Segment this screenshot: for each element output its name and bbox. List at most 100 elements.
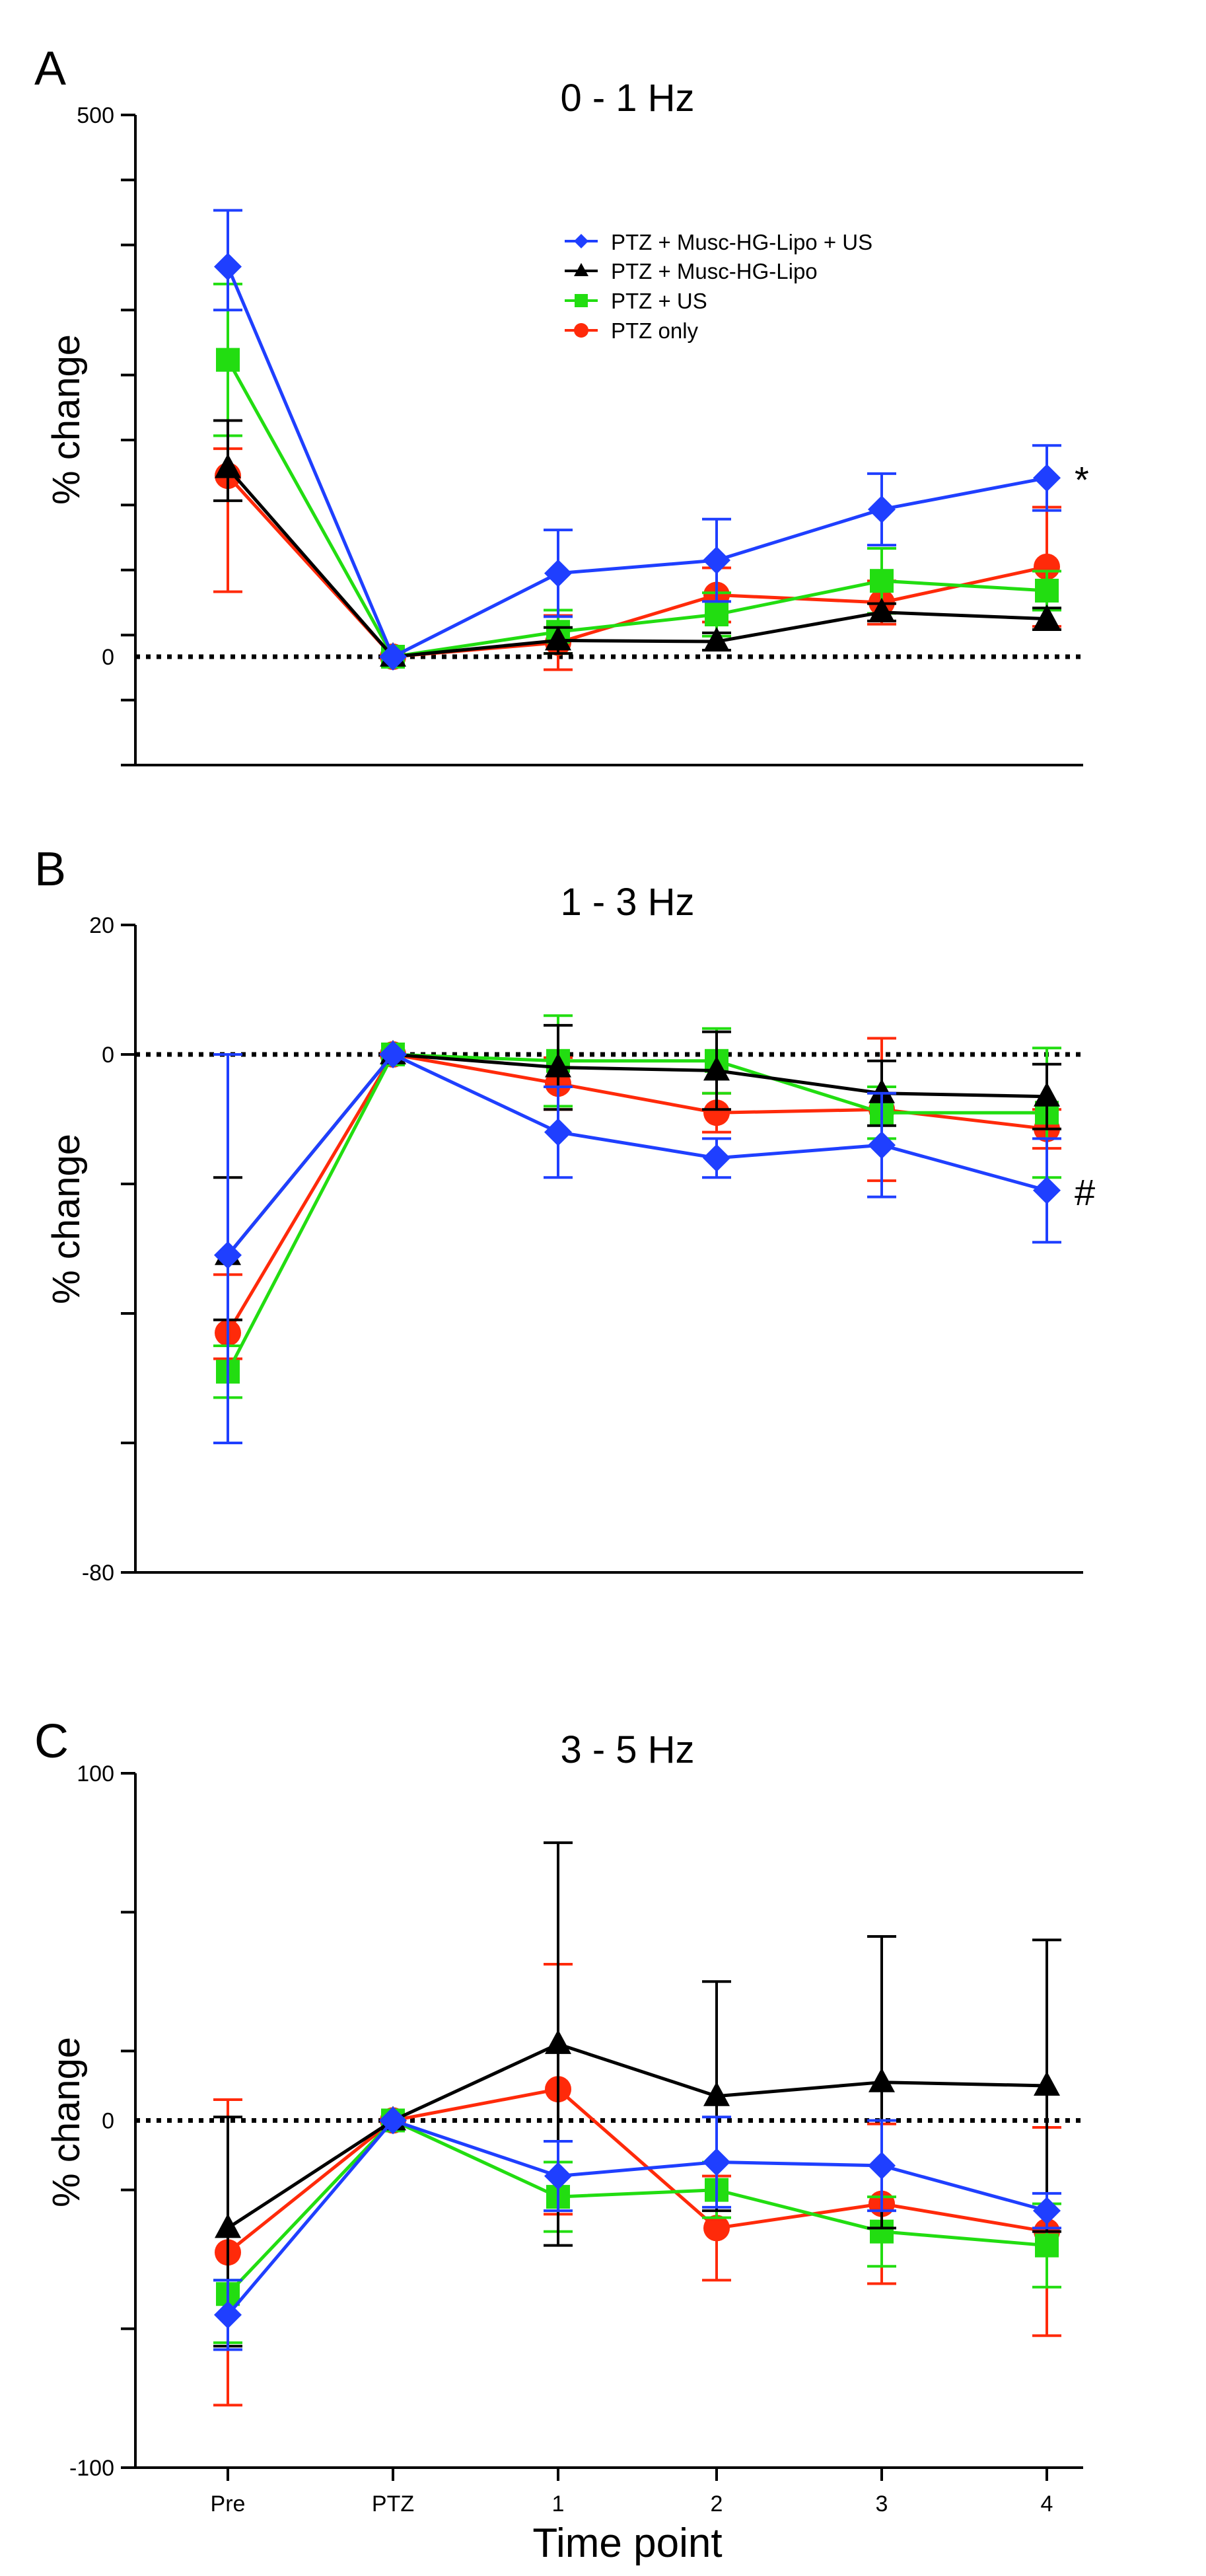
data-point-diamond [868, 495, 896, 523]
panel-a-letter: A [34, 42, 66, 95]
data-point-triangle [869, 597, 895, 622]
series-1 [213, 2106, 1061, 2351]
data-point-circle [1034, 553, 1060, 580]
x-tick-label: 1 [552, 2491, 565, 2517]
panel-c: C 3 - 5 Hz % change 100 0 -100 Pre PTZ 1 2 3 4 T… [34, 1715, 1083, 2566]
data-point-diamond [379, 1041, 407, 1068]
triangle-marker-icon [574, 263, 588, 276]
y-tick-label: -80 [82, 1561, 114, 1586]
series-line [227, 2087, 1047, 2254]
x-tick-label: Pre [211, 2491, 246, 2517]
panel-c-plot: 100 0 -100 Pre PTZ 1 2 3 4 [69, 1761, 1083, 2517]
data-point-diamond [1033, 2197, 1061, 2225]
data-point-diamond [544, 2162, 572, 2190]
data-point-circle [703, 1099, 730, 1126]
square-marker-icon [575, 294, 588, 307]
panel-a: A 0 - 1 Hz % change 500 0 * PTZ + Musc-HG-… [34, 42, 1089, 766]
x-tick-label: PTZ [372, 2491, 414, 2517]
data-point-diamond [544, 559, 572, 587]
data-point-square [216, 348, 240, 372]
series-3 [213, 1014, 1061, 1399]
data-point-triangle [545, 1052, 571, 1078]
data-point-square [870, 569, 894, 593]
significance-annotation: * [1075, 459, 1089, 500]
data-point-triangle [869, 1078, 895, 1103]
legend-entry: PTZ + Musc-HG-Lipo + US [565, 230, 872, 254]
diamond-marker-icon [574, 234, 588, 248]
x-tick-label: 4 [1041, 2491, 1053, 2517]
legend-entry: PTZ + US [565, 289, 707, 313]
data-point-diamond [544, 1118, 572, 1146]
series-line [227, 2042, 1047, 2230]
y-tick-label: 500 [77, 103, 114, 128]
panel-a-title: 0 - 1 Hz [560, 77, 694, 120]
series-line [226, 359, 1047, 659]
series-2 [213, 1023, 1061, 1321]
data-point-diamond [868, 2151, 896, 2180]
panel-b-ylabel: % change [45, 1134, 88, 1304]
legend-label: PTZ only [611, 318, 699, 343]
panel-c-title: 3 - 5 Hz [560, 1728, 694, 1771]
legend: PTZ + Musc-HG-Lipo + US PTZ + Musc-HG-Li… [565, 230, 872, 343]
data-point-triangle [1034, 1082, 1060, 1107]
data-point-triangle [215, 2213, 241, 2238]
data-point-triangle [1034, 604, 1060, 629]
data-point-diamond [214, 1241, 242, 1269]
panel-b: B 1 - 3 Hz % change 20 0 -80 # [34, 843, 1095, 1586]
legend-entry: PTZ only [565, 318, 699, 343]
data-point-triangle [1034, 2071, 1060, 2096]
data-point-triangle [215, 453, 241, 478]
data-point-triangle [869, 2067, 895, 2092]
data-point-triangle [703, 2081, 730, 2106]
data-point-diamond [214, 2300, 242, 2329]
data-point-diamond [379, 643, 407, 671]
series-line [227, 466, 1047, 659]
y-tick-label: 20 [89, 913, 114, 938]
y-tick-label: 0 [102, 1043, 114, 1068]
data-point-triangle [703, 627, 730, 652]
panel-b-plot: 20 0 -80 # [82, 913, 1095, 1586]
series-line [226, 266, 1047, 659]
data-point-circle [703, 2215, 730, 2242]
y-tick-label: -100 [69, 2456, 114, 2481]
circle-marker-icon [574, 323, 588, 338]
series-line [227, 2118, 1047, 2295]
data-point-diamond [379, 2106, 407, 2135]
data-point-triangle [545, 2029, 571, 2054]
series-line [227, 1052, 1047, 1257]
y-tick-label: 0 [102, 2109, 114, 2134]
data-point-square [1035, 2233, 1059, 2258]
legend-entry: PTZ + Musc-HG-Lipo [565, 259, 818, 283]
significance-annotation: # [1075, 1171, 1095, 1213]
panel-b-title: 1 - 3 Hz [560, 881, 694, 924]
legend-label: PTZ + Musc-HG-Lipo [611, 259, 818, 283]
x-axis-label: Time point [532, 2521, 722, 2566]
data-point-diamond [703, 2148, 730, 2176]
panel-c-letter: C [34, 1715, 69, 1768]
data-point-triangle [703, 1056, 730, 1081]
data-point-diamond [703, 546, 730, 575]
panel-a-ylabel: % change [45, 334, 88, 505]
x-tick-label: 3 [876, 2491, 888, 2517]
panel-a-plot: 500 0 * [77, 103, 1089, 766]
y-tick-label: 0 [102, 645, 114, 670]
series-line [227, 2118, 1047, 2316]
data-point-diamond [868, 1131, 896, 1159]
x-tick-label: 2 [711, 2491, 723, 2517]
series-line [226, 1052, 1047, 1334]
series-2 [213, 419, 1061, 667]
data-point-diamond [1033, 464, 1061, 492]
data-point-square [1035, 578, 1059, 603]
data-point-diamond [703, 1144, 730, 1172]
series-line [227, 1052, 1047, 1257]
data-point-diamond [1033, 1176, 1061, 1204]
data-point-square [705, 603, 728, 627]
legend-label: PTZ + Musc-HG-Lipo + US [611, 230, 872, 254]
panel-b-letter: B [34, 843, 66, 896]
series-1 [213, 1041, 1061, 1444]
data-point-diamond [214, 252, 242, 281]
panel-c-ylabel: % change [45, 2037, 88, 2207]
series-line [226, 1052, 1047, 1373]
series-2 [213, 1841, 1061, 2348]
